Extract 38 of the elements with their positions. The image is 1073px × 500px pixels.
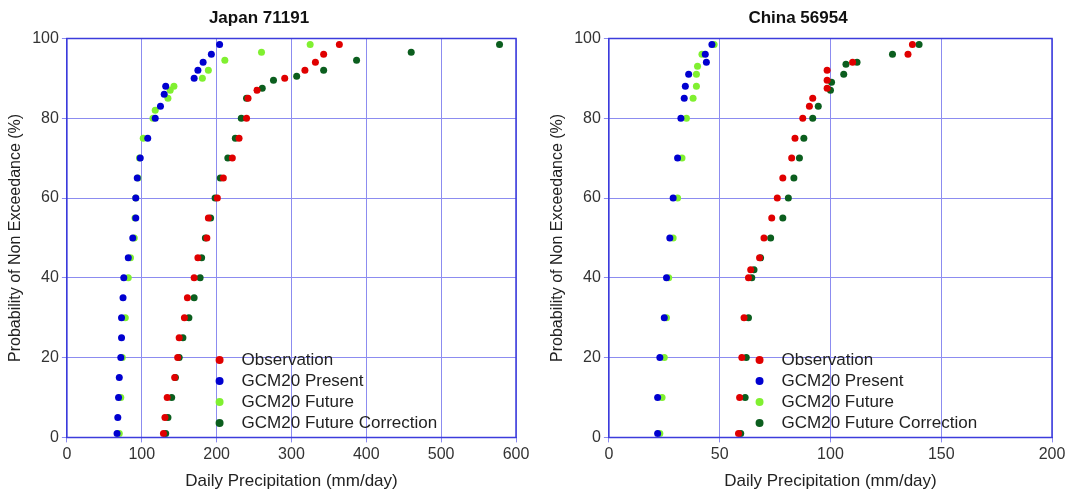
y-tick-label: 20 [41, 348, 59, 366]
x-tick-label: 200 [203, 445, 231, 463]
legend-label: GCM20 Present [241, 370, 364, 390]
y-tick-label: 0 [591, 427, 601, 445]
x-tick-label: 300 [278, 445, 305, 463]
x-axis-title: Daily Precipitation (mm/day) [724, 471, 937, 491]
chart-title: Japan 71191 [208, 7, 310, 27]
y-tick-label: 40 [41, 268, 59, 286]
x-axis-title: Daily Precipitation (mm/day) [185, 471, 398, 491]
x-tick-label: 0 [604, 445, 614, 463]
y-tick-label: 80 [41, 108, 59, 126]
y-tick-label: 100 [574, 28, 601, 46]
legend-label: GCM20 Future [781, 391, 894, 411]
y-tick-label: 80 [583, 108, 601, 126]
x-tick-label: 100 [128, 445, 156, 463]
y-axis-title: Probability of Non Exceedance (%) [6, 113, 24, 362]
y-tick-label: 0 [49, 427, 59, 445]
chart-title: China 56954 [748, 7, 849, 27]
y-tick-label: 40 [583, 268, 601, 286]
x-tick-label: 100 [817, 445, 844, 463]
legend-label: GCM20 Future [241, 391, 355, 411]
legend-label: Observation [241, 349, 334, 369]
x-tick-label: 150 [927, 445, 955, 463]
legend-label: GCM20 Present [781, 370, 904, 390]
y-tick-label: 60 [41, 188, 59, 206]
x-tick-label: 600 [502, 445, 530, 463]
y-axis-title: Probability of Non Exceedance (%) [548, 113, 566, 362]
y-tick-label: 20 [583, 348, 601, 366]
x-tick-label: 0 [62, 445, 72, 463]
legend-label: GCM20 Future Correction [781, 412, 978, 432]
y-tick-label: 100 [32, 28, 59, 46]
legend-label: GCM20 Future Correction [241, 412, 438, 432]
x-tick-label: 200 [1038, 445, 1066, 463]
x-tick-label: 400 [352, 445, 380, 463]
x-tick-label: 50 [710, 445, 729, 463]
x-tick-label: 500 [427, 445, 455, 463]
y-tick-label: 60 [583, 188, 601, 206]
legend-label: Observation [781, 349, 874, 369]
